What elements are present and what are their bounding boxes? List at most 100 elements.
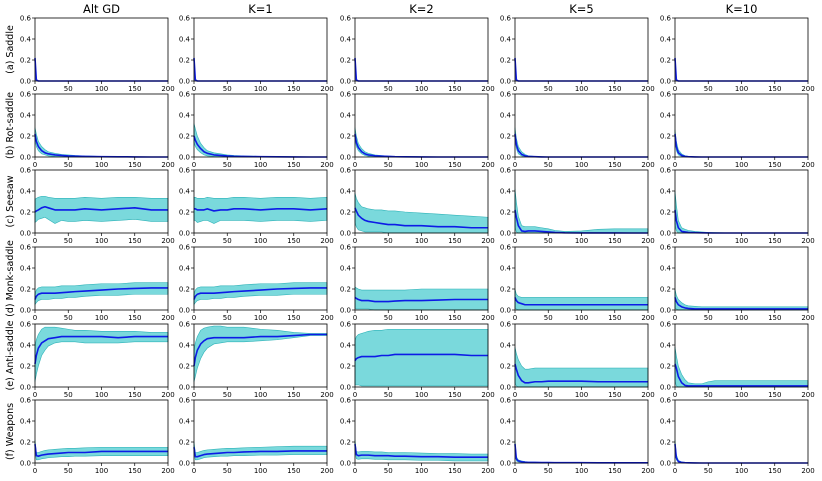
panel-a-saddle-k-2: 0.0 0.2 0.4 0.6 0 50 100 150 200 — [340, 15, 495, 94]
spread-band — [674, 57, 808, 82]
x-tick-label: 200 — [481, 85, 494, 93]
y-tick-label: 0.0 — [20, 154, 31, 162]
panel-e-anti-saddle-alt-gd: 0.0 0.2 0.4 0.6 0 50 100 150 200 — [20, 321, 175, 400]
y-tick-label: 0.2 — [660, 439, 671, 447]
x-tick-label: 50 — [64, 237, 73, 245]
x-tick-label: 0 — [513, 314, 517, 322]
x-tick-label: 200 — [801, 467, 814, 475]
y-tick-label: 0.0 — [20, 78, 31, 86]
x-tick-label: 200 — [801, 237, 814, 245]
spread-band — [674, 190, 809, 234]
panel-e-anti-saddle-k-5: 0.0 0.2 0.4 0.6 0 50 100 150 200 — [500, 321, 655, 400]
y-tick-label: 0.6 — [179, 321, 191, 329]
column-title-k-10: K=10 — [726, 2, 758, 16]
y-tick-label: 0.6 — [179, 244, 191, 252]
axes-frame — [514, 17, 649, 82]
y-tick-label: 0.0 — [660, 154, 671, 162]
y-tick-label: 0.4 — [500, 36, 512, 44]
mean-line — [514, 444, 648, 464]
y-tick-label: 0.4 — [20, 188, 32, 196]
row-label-c-seesaw: (c) Seesaw — [5, 175, 16, 227]
x-tick-label: 200 — [161, 237, 174, 245]
x-tick-label: 0 — [673, 467, 677, 475]
x-tick-label: 150 — [608, 161, 621, 169]
x-tick-label: 50 — [223, 85, 232, 93]
panel-a-saddle-alt-gd: 0.0 0.2 0.4 0.6 0 50 100 150 200 — [20, 15, 175, 94]
x-tick-label: 100 — [95, 85, 108, 93]
x-tick-label: 100 — [415, 467, 428, 475]
y-tick-label: 0.4 — [20, 36, 32, 44]
panel-a-saddle-k-10: 0.0 0.2 0.4 0.6 0 50 100 150 200 — [660, 15, 815, 94]
x-tick-label: 0 — [673, 314, 677, 322]
x-tick-label: 200 — [320, 85, 333, 93]
x-tick-label: 50 — [704, 237, 713, 245]
x-tick-label: 0 — [353, 237, 357, 245]
x-tick-label: 100 — [575, 161, 588, 169]
y-tick-label: 0.0 — [20, 460, 31, 468]
y-tick-label: 0.6 — [660, 244, 672, 252]
x-tick-label: 150 — [128, 467, 141, 475]
x-tick-label: 100 — [95, 161, 108, 169]
y-tick-label: 0.6 — [20, 397, 32, 405]
y-tick-label: 0.4 — [179, 265, 191, 273]
axes-frame — [193, 17, 328, 82]
x-tick-label: 100 — [735, 161, 748, 169]
y-tick-label: 0.0 — [340, 230, 351, 238]
x-tick-label: 100 — [575, 391, 588, 399]
x-tick-label: 0 — [33, 237, 37, 245]
x-tick-label: 150 — [448, 314, 461, 322]
y-tick-label: 0.4 — [20, 112, 32, 120]
x-tick-label: 200 — [641, 391, 654, 399]
mean-line — [514, 57, 648, 82]
x-tick-label: 100 — [254, 391, 267, 399]
x-tick-label: 150 — [448, 85, 461, 93]
x-tick-label: 150 — [128, 161, 141, 169]
x-tick-label: 0 — [353, 314, 357, 322]
spread-band — [674, 439, 808, 464]
y-tick-label: 0.2 — [660, 57, 671, 65]
x-tick-label: 100 — [254, 237, 267, 245]
axes-frame — [514, 169, 649, 234]
spread-band — [514, 127, 648, 158]
y-tick-label: 0.0 — [660, 384, 671, 392]
spread-band — [193, 123, 328, 158]
y-tick-label: 0.6 — [340, 321, 352, 329]
mean-line — [514, 297, 648, 306]
x-tick-label: 200 — [801, 85, 814, 93]
y-tick-label: 0.6 — [340, 91, 352, 99]
y-tick-label: 0.6 — [179, 15, 191, 23]
panel-c-seesaw-k-5: 0.0 0.2 0.4 0.6 0 50 100 150 200 — [500, 167, 655, 246]
x-tick-label: 0 — [513, 467, 517, 475]
column-titles: Alt GD K=1 K=2 K=5 K=10 — [83, 2, 757, 16]
panel-c-seesaw-k-1: 0.0 0.2 0.4 0.6 0 50 100 150 200 — [179, 167, 334, 246]
spread-band — [514, 439, 649, 464]
x-tick-label: 50 — [704, 161, 713, 169]
x-tick-label: 50 — [64, 161, 73, 169]
y-tick-label: 0.0 — [500, 460, 511, 468]
x-tick-label: 150 — [287, 85, 300, 93]
x-tick-label: 0 — [33, 161, 37, 169]
x-tick-label: 150 — [448, 161, 461, 169]
y-tick-label: 0.2 — [179, 57, 190, 65]
x-tick-label: 100 — [415, 391, 428, 399]
mean-line — [354, 443, 488, 459]
x-tick-label: 50 — [384, 391, 393, 399]
x-tick-label: 150 — [608, 314, 621, 322]
x-tick-label: 150 — [287, 314, 300, 322]
y-tick-label: 0.2 — [179, 286, 190, 294]
x-tick-label: 200 — [481, 467, 494, 475]
row-label-d-monk-saddle: (d) Monk-saddle — [5, 240, 16, 317]
x-tick-label: 0 — [353, 391, 357, 399]
spread-band — [674, 347, 809, 388]
x-tick-label: 200 — [161, 391, 174, 399]
mean-line — [34, 57, 168, 82]
y-tick-label: 0.4 — [20, 265, 32, 273]
mean-line — [193, 333, 327, 367]
y-tick-label: 0.2 — [500, 286, 511, 294]
x-tick-label: 0 — [353, 467, 357, 475]
y-tick-label: 0.0 — [340, 460, 351, 468]
y-tick-label: 0.2 — [179, 133, 190, 141]
panel-b-rot-saddle-k-1: 0.0 0.2 0.4 0.6 0 50 100 150 200 — [179, 91, 334, 170]
x-tick-label: 100 — [95, 237, 108, 245]
y-tick-label: 0.0 — [20, 307, 31, 315]
